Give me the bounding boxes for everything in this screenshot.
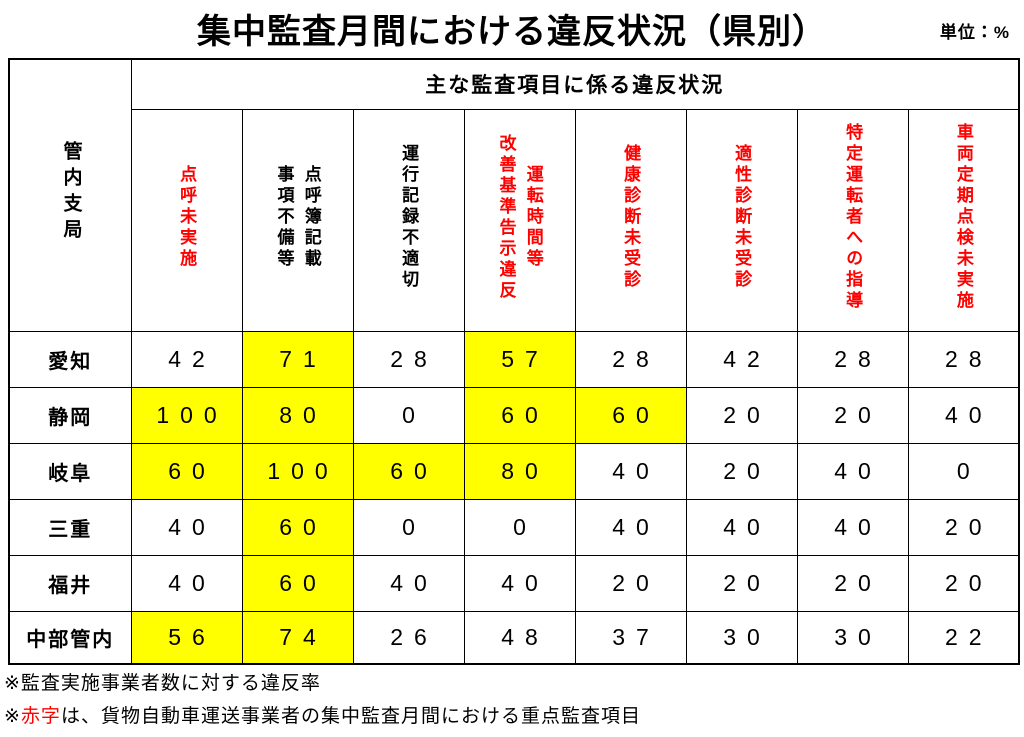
value-cell: 40 xyxy=(130,554,243,612)
row-label: 愛知 xyxy=(8,330,132,388)
value-cell: 20 xyxy=(685,442,798,500)
value-cell: 57 xyxy=(463,330,576,388)
value-cell: 40 xyxy=(574,442,687,500)
value-cell: 80 xyxy=(241,386,354,444)
row-label: 静岡 xyxy=(8,386,132,444)
violations-table: 管内支局 主な監査項目に係る違反状況 点呼未実施 点呼簿記載 事項不備等 運行記録… xyxy=(8,58,1020,665)
row-label: 福井 xyxy=(8,554,132,612)
value-cell: 20 xyxy=(796,386,909,444)
table-row-chubu-total: 中部管内 56 74 26 48 37 30 30 22 xyxy=(8,610,1020,665)
value-cell: 20 xyxy=(685,554,798,612)
value-cell: 30 xyxy=(685,610,798,665)
corner-header: 管内支局 xyxy=(8,58,132,332)
value-cell: 48 xyxy=(463,610,576,665)
column-header-tekisei-shindan: 適性診断未受診 xyxy=(685,108,798,332)
group-header: 主な監査項目に係る違反状況 xyxy=(130,58,1020,110)
row-label: 三重 xyxy=(8,498,132,556)
value-cell: 20 xyxy=(574,554,687,612)
value-cell: 56 xyxy=(130,610,243,665)
value-cell: 28 xyxy=(574,330,687,388)
value-cell: 20 xyxy=(685,386,798,444)
corner-header-label: 管内支局 xyxy=(60,140,82,245)
value-cell: 30 xyxy=(796,610,909,665)
value-cell: 20 xyxy=(907,498,1020,556)
note-red-word: 赤字 xyxy=(20,706,61,727)
value-cell: 42 xyxy=(685,330,798,388)
value-cell: 0 xyxy=(352,386,465,444)
value-cell: 42 xyxy=(130,330,243,388)
value-cell: 0 xyxy=(352,498,465,556)
value-cell: 40 xyxy=(574,498,687,556)
value-cell: 20 xyxy=(796,554,909,612)
column-header-sharyo-tenken: 車両定期点検未実施 xyxy=(907,108,1020,332)
value-cell: 60 xyxy=(241,554,354,612)
column-header-unko-kiroku: 運行記録不適切 xyxy=(352,108,465,332)
value-cell: 40 xyxy=(685,498,798,556)
value-cell: 80 xyxy=(463,442,576,500)
value-cell: 40 xyxy=(130,498,243,556)
value-cell: 40 xyxy=(352,554,465,612)
value-cell: 60 xyxy=(463,386,576,444)
value-cell: 20 xyxy=(907,554,1020,612)
table-row-fukui: 福井 40 60 40 40 20 20 20 20 xyxy=(8,554,1020,612)
value-cell: 40 xyxy=(796,442,909,500)
value-cell: 40 xyxy=(796,498,909,556)
value-cell: 71 xyxy=(241,330,354,388)
table-row-mie: 三重 40 60 0 0 40 40 40 20 xyxy=(8,498,1020,556)
table-row-shizuoka: 静岡 100 80 0 60 60 20 20 40 xyxy=(8,386,1020,444)
note-violation-rate: ※監査実施事業者数に対する違反率 xyxy=(4,673,321,694)
value-cell: 60 xyxy=(574,386,687,444)
page-header: 集中監査月間における違反状況（県別） 単位：% xyxy=(0,0,1024,58)
table-row-gifu: 岐阜 60 100 60 80 40 20 40 0 xyxy=(8,442,1020,500)
column-header-row: 点呼未実施 点呼簿記載 事項不備等 運行記録不適切 運転時間等 改善基準告示違反 健… xyxy=(9,108,1020,332)
column-header-kaizen-kijun: 運転時間等 改善基準告示違反 xyxy=(463,108,576,332)
value-cell: 28 xyxy=(352,330,465,388)
value-cell: 22 xyxy=(907,610,1020,665)
value-cell: 0 xyxy=(463,498,576,556)
value-cell: 28 xyxy=(796,330,909,388)
note-suffix: は、貨物自動車運送事業者の集中監査月間における重点監査項目 xyxy=(60,706,641,727)
column-header-tenko-mijisshi: 点呼未実施 xyxy=(130,108,243,332)
page-title: 集中監査月間における違反状況（県別） xyxy=(197,13,827,51)
note-red-items: ※赤字は、貨物自動車運送事業者の集中監査月間における重点監査項目 xyxy=(4,707,1024,726)
note-prefix: ※ xyxy=(4,706,21,727)
column-header-tenkobo-kisai: 点呼簿記載 事項不備等 xyxy=(241,108,354,332)
footnotes: ※監査実施事業者数に対する違反率 ※赤字は、貨物自動車運送事業者の集中監査月間に… xyxy=(4,674,1024,726)
value-cell: 74 xyxy=(241,610,354,665)
value-cell: 40 xyxy=(907,386,1020,444)
value-cell: 60 xyxy=(352,442,465,500)
value-cell: 60 xyxy=(241,498,354,556)
value-cell: 26 xyxy=(352,610,465,665)
column-header-kenko-shindan: 健康診断未受診 xyxy=(574,108,687,332)
value-cell: 37 xyxy=(574,610,687,665)
value-cell: 100 xyxy=(241,442,354,500)
table-row-aichi: 愛知 42 71 28 57 28 42 28 28 xyxy=(8,330,1020,388)
value-cell: 0 xyxy=(907,442,1020,500)
value-cell: 40 xyxy=(463,554,576,612)
column-header-tokutei-untensha: 特定運転者への指導 xyxy=(796,108,909,332)
row-label: 中部管内 xyxy=(8,610,132,665)
value-cell: 100 xyxy=(130,386,243,444)
unit-label: 単位：% xyxy=(939,23,1010,42)
value-cell: 60 xyxy=(130,442,243,500)
row-label: 岐阜 xyxy=(8,442,132,500)
group-header-row: 管内支局 主な監査項目に係る違反状況 xyxy=(8,58,1020,332)
value-cell: 28 xyxy=(907,330,1020,388)
